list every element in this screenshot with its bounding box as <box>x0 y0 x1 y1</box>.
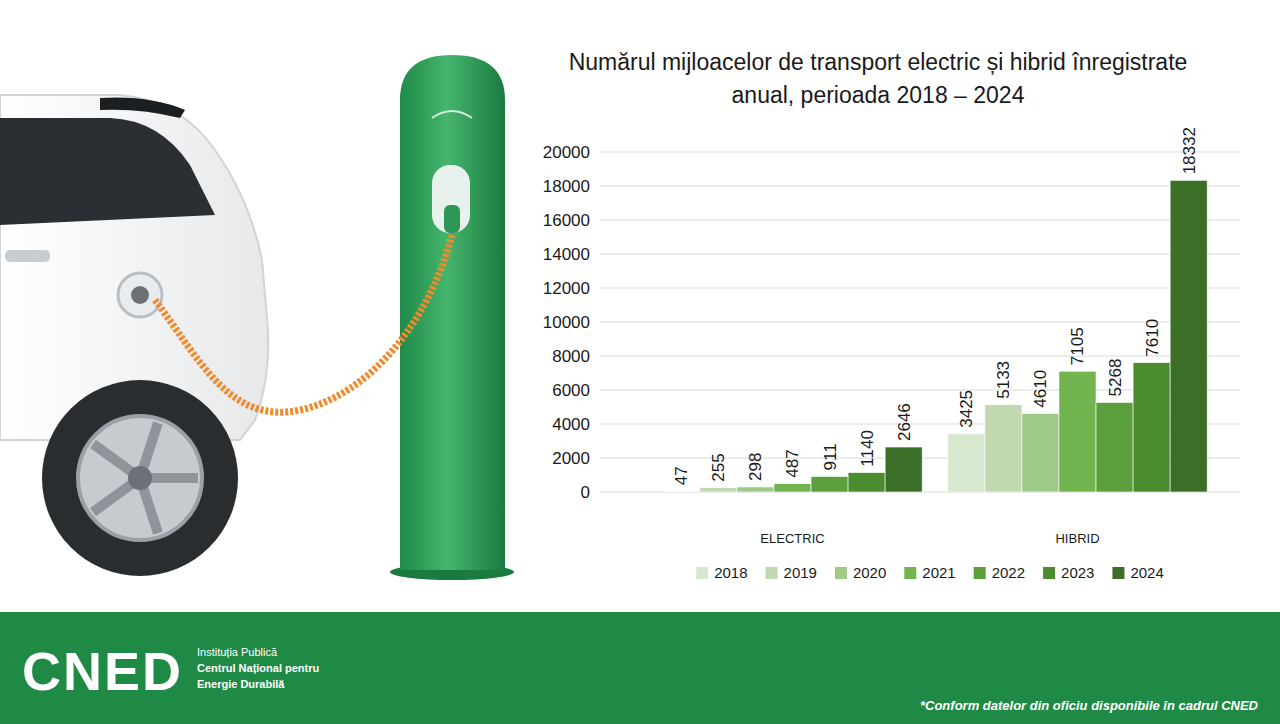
organization-line: Instituția Publică <box>197 646 278 658</box>
chart-title: Numărul mijloacelor de transport electri… <box>569 49 1188 108</box>
bars <box>663 180 1207 492</box>
car-hub <box>128 466 152 490</box>
y-tick-label: 20000 <box>543 143 590 162</box>
station-icon <box>432 111 472 118</box>
logo: CNED <box>22 641 183 701</box>
car-tyre <box>42 380 238 576</box>
bar <box>1096 402 1133 492</box>
bar <box>700 488 737 492</box>
y-tick-label: 6000 <box>552 381 590 400</box>
y-tick-labels: 0 2000 4000 6000 8000 10000 12000 14000 16000 180… <box>543 143 590 502</box>
legend-label: 2020 <box>853 564 886 581</box>
bar <box>985 405 1022 492</box>
data-label: 1140 <box>858 430 877 467</box>
data-label: 3425 <box>957 390 976 428</box>
data-labels: 47 3425 255 5133 298 4610 487 7105 911 5268 1140 76… <box>672 127 1198 485</box>
data-label: 7105 <box>1069 327 1088 365</box>
legend-swatch <box>1112 567 1124 579</box>
y-tick-label: 2000 <box>552 449 590 468</box>
bar <box>948 434 985 492</box>
grid-line <box>600 288 1240 289</box>
y-tick-label: 18000 <box>543 177 590 196</box>
bar <box>848 473 885 492</box>
data-label: 4610 <box>1031 370 1050 408</box>
legend-swatch <box>974 567 986 579</box>
legend-swatch <box>696 567 708 579</box>
legend-swatch <box>835 567 847 579</box>
bar <box>885 447 922 492</box>
data-label: 5133 <box>994 361 1013 399</box>
legend-label: 2019 <box>784 564 817 581</box>
y-tick-label: 12000 <box>543 279 590 298</box>
title-line: Numărul mijloacelor de transport electri… <box>569 49 1188 75</box>
bar <box>1170 180 1207 492</box>
data-label: 298 <box>746 453 765 481</box>
legend-swatch <box>766 567 778 579</box>
car-socket <box>118 273 162 317</box>
y-tick-label: 14000 <box>543 245 590 264</box>
y-tick-label: 10000 <box>543 313 590 332</box>
bar <box>811 477 848 492</box>
data-label: 2646 <box>895 403 914 441</box>
data-label: 487 <box>784 449 803 477</box>
y-tick-label: 16000 <box>543 211 590 230</box>
legend-swatch <box>1043 567 1055 579</box>
footnote: *Conform datelor din oficiu disponibile … <box>920 698 1259 713</box>
title-line: anual, perioada 2018 – 2024 <box>732 82 1025 108</box>
car-socket-core <box>131 286 149 304</box>
legend-label: 2023 <box>1061 564 1094 581</box>
chart-canvas: Numărul mijloacelor de transport electri… <box>0 0 1280 724</box>
footer-band <box>0 612 1280 724</box>
bar <box>1022 414 1059 492</box>
legend-swatch <box>904 567 916 579</box>
data-label: 5268 <box>1106 359 1125 397</box>
bar <box>1059 371 1096 492</box>
bar <box>663 491 700 492</box>
y-tick-label: 8000 <box>552 347 590 366</box>
car-handle <box>5 250 50 262</box>
grid-line <box>600 152 1240 153</box>
x-tick-labels: ELECTRIC HIBRID <box>760 531 1099 546</box>
x-tick-label: ELECTRIC <box>760 531 824 546</box>
station-plug <box>444 205 460 233</box>
legend: 2018 2019 2020 2021 2022 2023 2024 <box>696 564 1164 581</box>
grid-line <box>600 254 1240 255</box>
data-label: 255 <box>709 453 728 481</box>
footer: CNED Instituția Publică Centrul Național p… <box>0 612 1280 724</box>
legend-label: 2018 <box>714 564 747 581</box>
data-label: 911 <box>821 443 840 470</box>
bar <box>737 487 774 492</box>
car-rim <box>78 416 202 540</box>
data-label: 7610 <box>1143 319 1162 357</box>
illustration <box>0 55 514 580</box>
bar <box>774 484 811 492</box>
car-spoiler <box>100 98 185 119</box>
y-tick-label: 0 <box>581 483 590 502</box>
legend-label: 2022 <box>992 564 1025 581</box>
organization-line: Centrul Național pentru <box>197 662 319 674</box>
car-window <box>0 118 215 225</box>
legend-label: 2021 <box>922 564 955 581</box>
y-tick-label: 4000 <box>552 415 590 434</box>
legend-label: 2024 <box>1130 564 1163 581</box>
data-label: 47 <box>672 466 691 485</box>
station-holder <box>432 165 470 233</box>
station-cable <box>155 235 452 412</box>
grid-line <box>600 186 1240 187</box>
grid <box>600 152 1240 492</box>
grid-line <box>600 220 1240 221</box>
bar <box>1133 363 1170 492</box>
x-tick-label: HIBRID <box>1055 531 1099 546</box>
organization-line: Energie Durabilă <box>197 678 285 690</box>
data-label: 18332 <box>1180 127 1199 174</box>
